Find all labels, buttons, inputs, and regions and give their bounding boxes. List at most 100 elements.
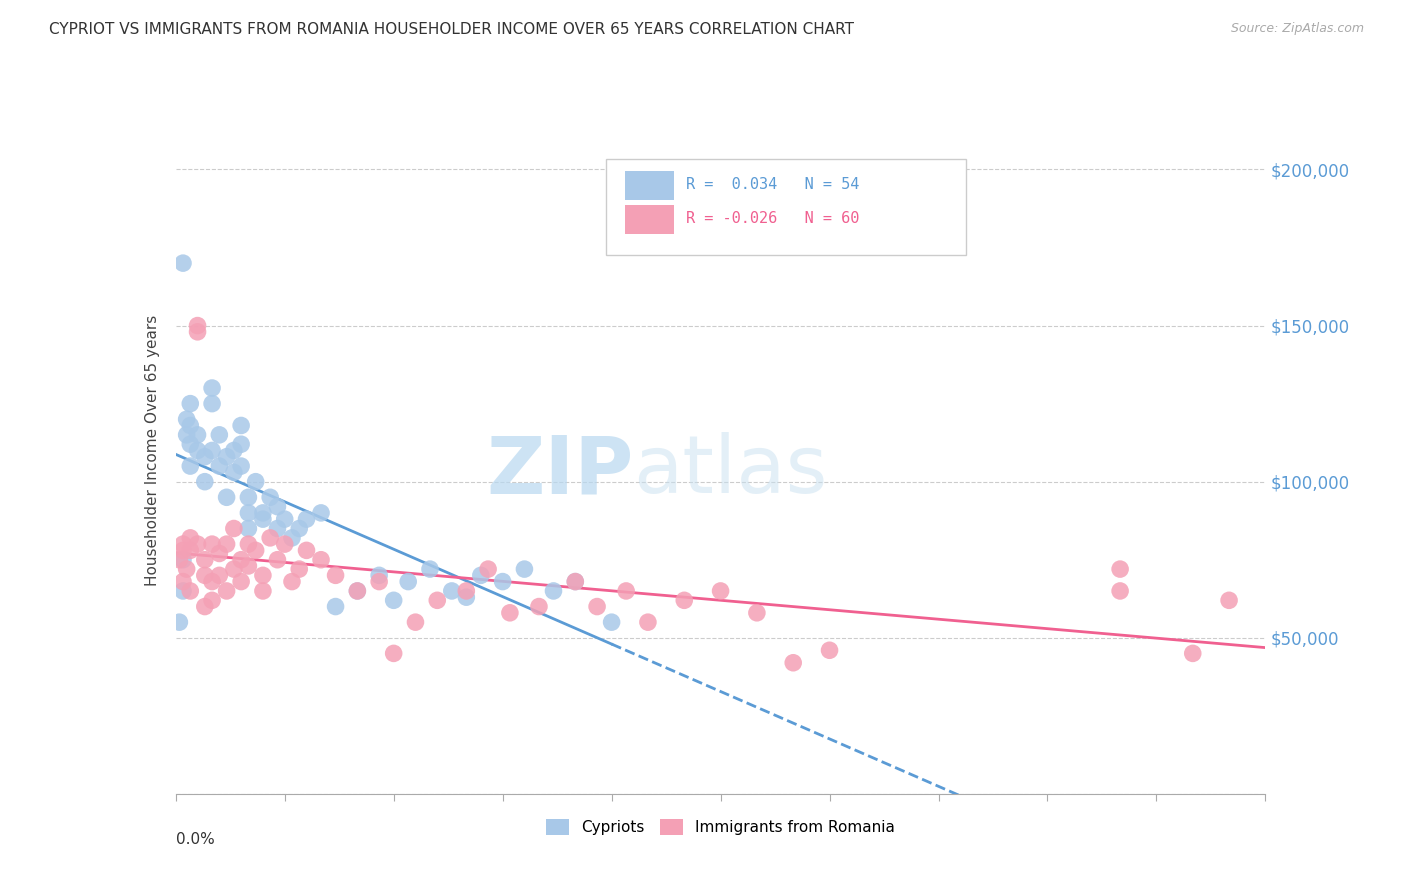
Text: Source: ZipAtlas.com: Source: ZipAtlas.com	[1230, 22, 1364, 36]
Text: CYPRIOT VS IMMIGRANTS FROM ROMANIA HOUSEHOLDER INCOME OVER 65 YEARS CORRELATION : CYPRIOT VS IMMIGRANTS FROM ROMANIA HOUSE…	[49, 22, 855, 37]
Point	[600, 615, 623, 630]
Point	[499, 606, 522, 620]
Point	[201, 537, 224, 551]
Point	[231, 437, 253, 451]
Point	[252, 583, 274, 598]
Point	[231, 574, 253, 589]
Point	[382, 646, 405, 660]
Point	[295, 543, 318, 558]
FancyBboxPatch shape	[606, 159, 966, 255]
Point	[231, 458, 253, 473]
Text: 0.0%: 0.0%	[176, 831, 215, 847]
Point	[186, 325, 209, 339]
Point	[470, 568, 492, 582]
Point	[208, 458, 231, 473]
Point	[1181, 646, 1204, 660]
Bar	[624, 171, 673, 200]
Point	[169, 552, 191, 567]
Point	[201, 381, 224, 395]
Point	[222, 466, 245, 480]
Y-axis label: Householder Income Over 65 years: Householder Income Over 65 years	[145, 315, 160, 586]
Point	[208, 427, 231, 442]
Point	[295, 512, 318, 526]
Point	[201, 574, 224, 589]
Point	[238, 521, 260, 535]
Point	[222, 521, 245, 535]
Point	[172, 537, 194, 551]
Point	[252, 512, 274, 526]
Point	[396, 574, 419, 589]
Point	[215, 450, 238, 464]
Point	[201, 396, 224, 410]
Point	[194, 568, 217, 582]
Text: ZIP: ZIP	[486, 432, 633, 510]
Point	[818, 643, 841, 657]
Point	[215, 583, 238, 598]
Point	[252, 568, 274, 582]
Point	[208, 568, 231, 582]
Point	[564, 574, 586, 589]
Point	[543, 583, 565, 598]
Point	[745, 606, 768, 620]
Point	[673, 593, 696, 607]
Point	[176, 427, 198, 442]
Point	[266, 500, 288, 514]
Point	[222, 562, 245, 576]
Point	[368, 568, 391, 582]
Point	[201, 443, 224, 458]
Point	[1218, 593, 1240, 607]
Point	[456, 583, 478, 598]
Point	[179, 531, 201, 545]
Point	[186, 537, 209, 551]
Point	[456, 591, 478, 605]
Point	[1109, 583, 1132, 598]
Point	[172, 552, 194, 567]
Point	[238, 506, 260, 520]
Point	[172, 574, 194, 589]
Point	[176, 412, 198, 426]
Point	[405, 615, 427, 630]
Point	[564, 574, 586, 589]
Point	[194, 552, 217, 567]
Point	[238, 558, 260, 574]
Point	[245, 543, 267, 558]
Point	[382, 593, 405, 607]
Point	[368, 574, 391, 589]
Point	[245, 475, 267, 489]
Point	[179, 396, 201, 410]
Point	[477, 562, 499, 576]
Point	[208, 546, 231, 561]
Point	[281, 574, 304, 589]
Point	[614, 583, 637, 598]
Point	[215, 537, 238, 551]
Point	[231, 552, 253, 567]
Bar	[624, 205, 673, 234]
Point	[172, 256, 194, 270]
Point	[194, 450, 217, 464]
Text: R = -0.026   N = 60: R = -0.026 N = 60	[686, 211, 859, 227]
Point	[179, 418, 201, 433]
Text: R =  0.034   N = 54: R = 0.034 N = 54	[686, 178, 859, 192]
Point	[172, 583, 194, 598]
Point	[637, 615, 659, 630]
Point	[179, 583, 201, 598]
Point	[201, 593, 224, 607]
Point	[325, 568, 347, 582]
Point	[238, 490, 260, 504]
Legend: Cypriots, Immigrants from Romania: Cypriots, Immigrants from Romania	[540, 813, 901, 841]
Point	[179, 543, 201, 558]
Point	[252, 506, 274, 520]
Point	[274, 537, 297, 551]
Point	[231, 418, 253, 433]
Point	[186, 443, 209, 458]
Point	[259, 490, 281, 504]
Point	[266, 521, 288, 535]
Point	[346, 583, 368, 598]
Point	[586, 599, 609, 614]
Point	[527, 599, 550, 614]
Point	[194, 475, 217, 489]
Point	[238, 537, 260, 551]
Point	[169, 615, 191, 630]
Point	[710, 583, 733, 598]
Point	[274, 512, 297, 526]
